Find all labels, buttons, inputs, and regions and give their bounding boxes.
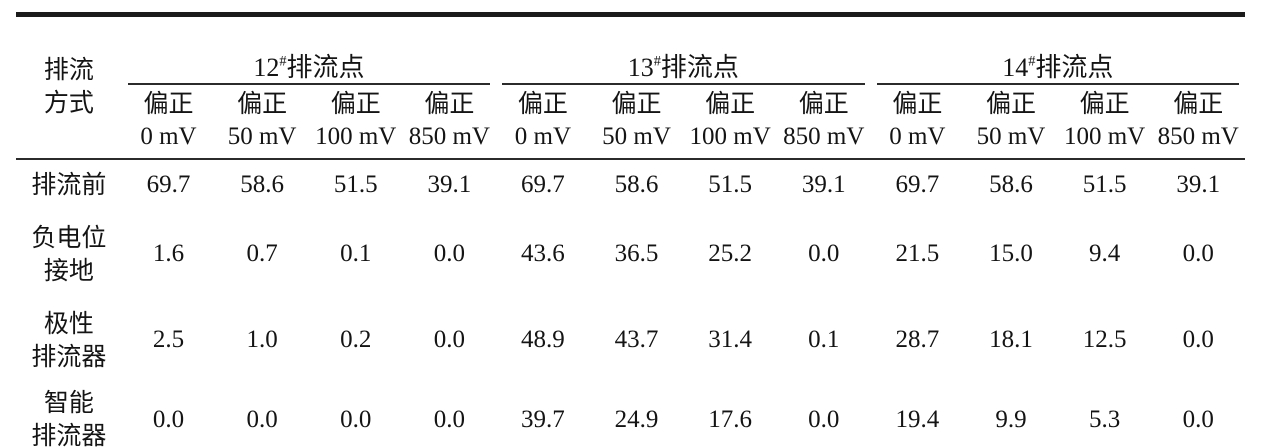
- sub-header: 偏正 50 mV: [964, 84, 1058, 160]
- data-cell: 0.1: [340, 240, 372, 268]
- table-row: 极性 排流器 2.5 1.0 0.2 0.0 48.9 43.7 31.4 0.…: [16, 299, 1245, 383]
- data-cell: 0.2: [340, 326, 372, 354]
- data-cell: 39.1: [1176, 170, 1221, 198]
- data-cell: 39.1: [427, 170, 472, 198]
- data-cell: 9.9: [995, 406, 1027, 434]
- group-number: 13: [627, 52, 654, 82]
- data-cell: 0.0: [1182, 406, 1214, 434]
- data-cell: 0.0: [246, 406, 278, 434]
- data-cell: 0.1: [808, 326, 840, 354]
- data-cell: 58.6: [989, 170, 1033, 198]
- data-cell: 28.7: [895, 326, 940, 354]
- data-cell: 0.0: [433, 326, 465, 354]
- sub-header: 偏正 0 mV: [870, 84, 965, 160]
- sub-header: 偏正 100 mV: [683, 84, 777, 160]
- data-cell: 18.1: [989, 326, 1033, 354]
- group-header-row: 排流 方式 12#排流点 13#排流点 14#排流点: [16, 14, 1245, 160]
- group-name: 排流点: [660, 52, 739, 82]
- row-label: 负电位 接地: [31, 224, 107, 285]
- data-cell: 5.3: [1088, 406, 1121, 434]
- data-cell: 12.5: [1082, 326, 1127, 354]
- data-cell: 2.5: [152, 326, 185, 354]
- hash-superscript: #: [279, 53, 287, 70]
- data-cell: 58.6: [614, 170, 659, 198]
- data-cell: 43.6: [521, 240, 565, 268]
- data-cell: 39.7: [521, 406, 565, 434]
- data-cell: 24.9: [614, 406, 659, 434]
- group-name: 排流点: [1035, 52, 1114, 82]
- data-cell: 0.0: [1182, 326, 1214, 354]
- data-cell: 15.0: [989, 240, 1033, 268]
- data-cell: 48.9: [521, 326, 565, 354]
- data-cell: 0.0: [1182, 240, 1214, 268]
- table-row: 负电位 接地 1.6 0.7 0.1 0.0 43.6 36.5 25.2 0.…: [16, 211, 1245, 299]
- hash-superscript: #: [653, 53, 661, 70]
- data-cell: 0.0: [433, 406, 465, 434]
- group-number: 12: [253, 52, 280, 82]
- data-cell: 1.0: [246, 326, 278, 354]
- data-cell: 58.6: [240, 170, 284, 198]
- table-row: 智能 排流器 0.0 0.0 0.0 0.0 39.7 24.9 17.6 0.…: [16, 383, 1245, 448]
- data-cell: 0.0: [152, 406, 185, 434]
- data-cell: 1.6: [152, 240, 185, 268]
- sub-header: 偏正 0 mV: [496, 84, 590, 160]
- data-cell: 19.4: [895, 406, 940, 434]
- data-cell: 69.7: [521, 170, 565, 198]
- data-cell: 69.7: [895, 170, 940, 198]
- data-cell: 51.5: [1082, 170, 1127, 198]
- data-cell: 69.7: [146, 170, 191, 198]
- hash-superscript: #: [1028, 53, 1036, 70]
- row-label: 极性 排流器: [31, 310, 107, 371]
- group-header-13: 13#排流点: [496, 15, 870, 85]
- corner-header-drainage-method: 排流 方式: [16, 14, 122, 160]
- sub-header: 偏正 850 mV: [776, 84, 871, 160]
- data-cell: 39.1: [801, 170, 846, 198]
- drainage-measurement-table: 排流 方式 12#排流点 13#排流点 14#排流点 偏正 0 mV 偏正 50…: [16, 12, 1245, 448]
- sub-header: 偏正 0 mV: [121, 84, 216, 160]
- data-cell: 0.7: [246, 240, 278, 268]
- row-label: 智能 排流器: [31, 390, 107, 448]
- data-cell: 0.0: [433, 240, 465, 268]
- sub-header: 偏正 850 mV: [1151, 84, 1245, 160]
- data-cell: 51.5: [708, 170, 753, 198]
- data-cell: 51.5: [333, 170, 378, 198]
- group-number: 14: [1002, 52, 1029, 82]
- group-name: 排流点: [286, 52, 365, 82]
- row-label: 排流前: [31, 171, 107, 199]
- sub-header-row: 偏正 0 mV 偏正 50 mV 偏正 100 mV 偏正 850 mV 偏正 …: [16, 84, 1245, 160]
- sub-header: 偏正 50 mV: [215, 84, 309, 160]
- data-cell: 31.4: [708, 326, 753, 354]
- data-cell: 9.4: [1088, 240, 1121, 268]
- data-cell: 0.0: [340, 406, 372, 434]
- data-cell: 0.0: [808, 406, 840, 434]
- sub-header: 偏正 850 mV: [402, 84, 497, 160]
- data-cell: 0.0: [808, 240, 840, 268]
- data-cell: 36.5: [614, 240, 659, 268]
- data-cell: 17.6: [708, 406, 753, 434]
- sub-header: 偏正 100 mV: [1057, 84, 1152, 160]
- sub-header: 偏正 100 mV: [308, 84, 403, 160]
- data-cell: 43.7: [614, 326, 659, 354]
- group-header-12: 12#排流点: [122, 15, 496, 85]
- data-cell: 25.2: [708, 240, 753, 268]
- sub-header: 偏正 50 mV: [589, 84, 684, 160]
- group-header-14: 14#排流点: [871, 15, 1245, 85]
- data-cell: 21.5: [895, 240, 940, 268]
- table-row: 排流前 69.7 58.6 51.5 39.1 69.7 58.6 51.5 3…: [16, 159, 1245, 211]
